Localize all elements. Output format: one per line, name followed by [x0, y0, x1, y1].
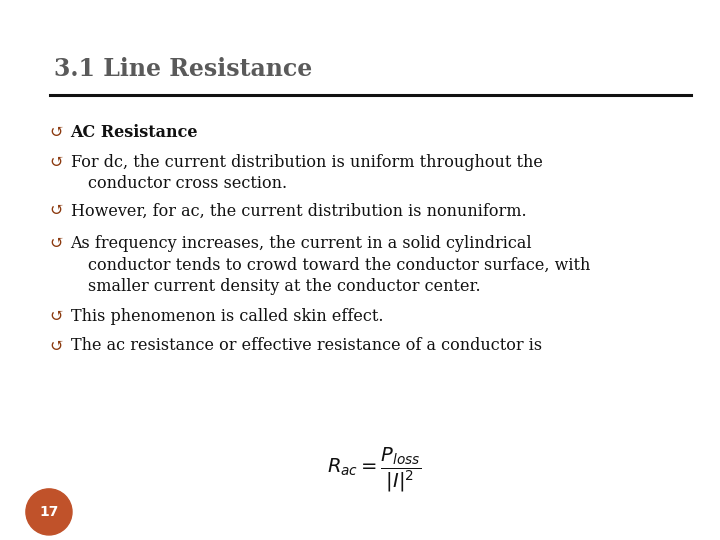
Text: AC Resistance: AC Resistance: [71, 124, 198, 141]
Text: ↺: ↺: [49, 154, 63, 171]
Text: ↺: ↺: [49, 338, 63, 354]
Text: 17: 17: [40, 505, 58, 519]
Text: For dc, the current distribution is uniform throughout the: For dc, the current distribution is unif…: [71, 154, 542, 171]
Text: The ac resistance or effective resistance of a conductor is: The ac resistance or effective resistanc…: [71, 338, 541, 354]
Text: However, for ac, the current distribution is nonuniform.: However, for ac, the current distributio…: [71, 202, 526, 219]
Text: conductor cross section.: conductor cross section.: [88, 176, 287, 192]
Text: As frequency increases, the current in a solid cylindrical: As frequency increases, the current in a…: [71, 235, 532, 252]
Text: ↺: ↺: [49, 202, 63, 219]
Text: ↺: ↺: [49, 308, 63, 325]
Text: ↺: ↺: [49, 235, 63, 252]
Text: This phenomenon is called skin effect.: This phenomenon is called skin effect.: [71, 308, 383, 325]
Text: ↺: ↺: [49, 124, 63, 141]
Text: $R_{ac} = \dfrac{P_{loss}}{|I|^{2}}$: $R_{ac} = \dfrac{P_{loss}}{|I|^{2}}$: [327, 446, 422, 495]
Text: 3.1 Line Resistance: 3.1 Line Resistance: [54, 57, 312, 80]
Ellipse shape: [26, 489, 72, 535]
Text: smaller current density at the conductor center.: smaller current density at the conductor…: [88, 278, 480, 295]
Text: conductor tends to crowd toward the conductor surface, with: conductor tends to crowd toward the cond…: [88, 256, 590, 273]
